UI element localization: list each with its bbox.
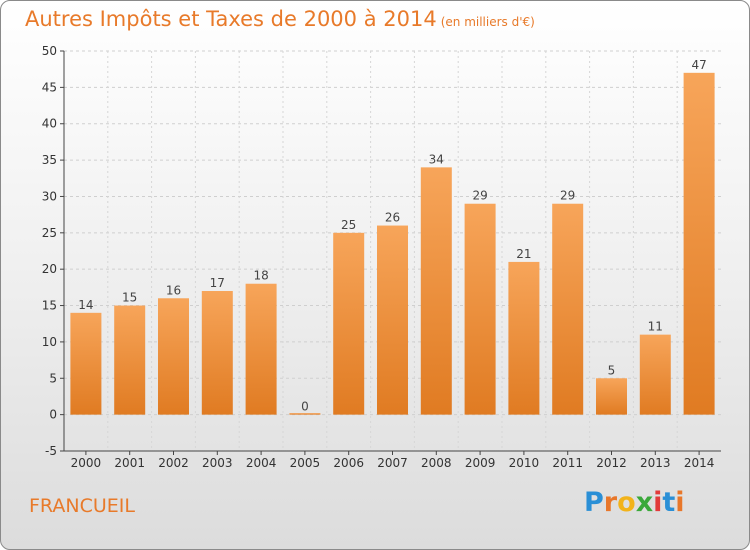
logo-letter: o bbox=[617, 487, 636, 518]
y-tick-label: 45 bbox=[42, 80, 57, 94]
data-label: 47 bbox=[691, 58, 706, 72]
x-tick-label: 2003 bbox=[202, 456, 233, 470]
logo-letter: i bbox=[675, 487, 685, 518]
x-tick-label: 2010 bbox=[509, 456, 540, 470]
data-label: 25 bbox=[341, 218, 356, 232]
x-tick-label: 2002 bbox=[158, 456, 189, 470]
x-tick-label: 2013 bbox=[640, 456, 671, 470]
bar bbox=[552, 203, 584, 415]
y-tick-label: 30 bbox=[42, 189, 57, 203]
bar bbox=[333, 232, 365, 415]
bar bbox=[245, 283, 277, 415]
axes bbox=[60, 50, 721, 455]
x-tick-label: 2005 bbox=[290, 456, 321, 470]
bar bbox=[158, 298, 189, 415]
x-tick-label: 2008 bbox=[421, 456, 452, 470]
data-label: 17 bbox=[210, 276, 225, 290]
data-label: 18 bbox=[253, 269, 268, 283]
bar bbox=[596, 378, 627, 415]
data-label: 14 bbox=[78, 298, 93, 312]
y-tick-label: 40 bbox=[42, 117, 57, 131]
bar bbox=[464, 203, 496, 415]
x-tick-label: 2007 bbox=[377, 456, 408, 470]
data-label: 29 bbox=[560, 189, 575, 203]
data-label: 21 bbox=[516, 247, 531, 261]
y-tick-label: 0 bbox=[49, 408, 57, 422]
bar bbox=[639, 334, 671, 415]
y-tick-label: 10 bbox=[42, 335, 57, 349]
data-label: 5 bbox=[608, 363, 616, 377]
bar bbox=[508, 261, 540, 415]
data-label: 16 bbox=[166, 283, 181, 297]
proxiti-logo: Proxiti bbox=[584, 487, 685, 518]
data-label: 34 bbox=[429, 152, 444, 166]
unit-note: (en milliers d'€) bbox=[440, 15, 535, 29]
bar bbox=[289, 413, 321, 415]
logo-letter: P bbox=[584, 487, 604, 518]
y-tick-label: -5 bbox=[45, 444, 57, 458]
x-tick-label: 2004 bbox=[246, 456, 277, 470]
logo-letter: r bbox=[603, 487, 618, 518]
data-label: 26 bbox=[385, 211, 400, 225]
logo-letter: t bbox=[662, 487, 676, 518]
y-tick-label: 35 bbox=[42, 153, 57, 167]
bar bbox=[201, 291, 233, 415]
chart-title-text: Autres Impôts et Taxes de 2000 à 2014 bbox=[25, 7, 437, 31]
y-tick-label: 15 bbox=[42, 299, 57, 313]
x-tick-label: 2006 bbox=[333, 456, 364, 470]
y-tick-label: 50 bbox=[42, 44, 57, 58]
bar bbox=[420, 167, 452, 415]
x-tick-label: 2009 bbox=[465, 456, 496, 470]
x-tick-label: 2012 bbox=[596, 456, 627, 470]
data-label: 15 bbox=[122, 291, 137, 305]
y-tick-label: 20 bbox=[42, 262, 57, 276]
x-tick-label: 2001 bbox=[114, 456, 145, 470]
logo-letter: i bbox=[653, 487, 663, 518]
y-tick-label: 5 bbox=[49, 371, 57, 385]
place-name: FRANCUEIL bbox=[29, 495, 135, 517]
y-tick-label: 25 bbox=[42, 226, 57, 240]
data-label: 11 bbox=[648, 320, 663, 334]
x-tick-label: 2011 bbox=[552, 456, 583, 470]
x-tick-label: 2014 bbox=[684, 456, 715, 470]
bar bbox=[683, 72, 715, 415]
bar bbox=[70, 312, 102, 415]
bars bbox=[70, 72, 715, 415]
data-label: 29 bbox=[472, 189, 487, 203]
tick-labels: -505101520253035404550142000152001162002… bbox=[42, 44, 715, 470]
chart-title: Autres Impôts et Taxes de 2000 à 2014 (en… bbox=[25, 7, 535, 31]
logo-letter: x bbox=[635, 487, 654, 518]
bar bbox=[377, 225, 408, 415]
bar bbox=[114, 305, 146, 415]
x-tick-label: 2000 bbox=[71, 456, 102, 470]
data-label: 0 bbox=[301, 400, 309, 414]
